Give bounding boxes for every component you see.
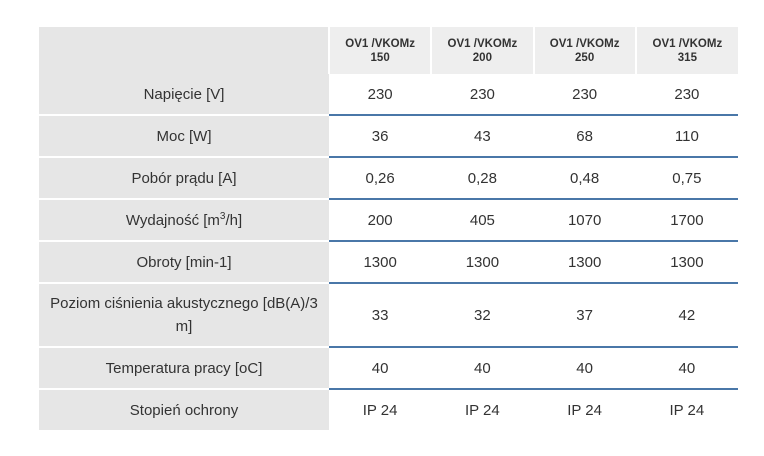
row-label: Temperatura pracy [oC] — [39, 347, 329, 390]
header-model-150: OV1 /VKOMz 150 — [329, 27, 433, 74]
table-cell: 230 — [533, 74, 636, 116]
table-cell: 1700 — [635, 199, 738, 242]
row-label: Obroty [min-1] — [39, 241, 329, 284]
spec-table: OV1 /VKOMz 150 OV1 /VKOMz 200 OV1 /VKOMz… — [39, 27, 738, 430]
table-cell: 0,75 — [635, 157, 738, 200]
table-cell: 230 — [329, 74, 432, 116]
table-cell: 37 — [533, 283, 636, 348]
table-cell: IP 24 — [567, 401, 602, 419]
table-row-airflow: Wydajność [m3/h] 200 405 1070 1700 — [39, 199, 738, 242]
header-corner — [39, 27, 330, 74]
table-row-protection: Stopień ochrony IP 24 IP 24 IP 24 IP 24 — [39, 389, 738, 430]
table-cell: 230 — [431, 74, 534, 116]
row-label-text: Wydajność [m — [125, 211, 220, 229]
header-line-2: 250 — [575, 51, 595, 64]
table-row-rpm: Obroty [min-1] 1300 1300 1300 1300 — [39, 241, 738, 284]
header-model-315: OV1 /VKOMz 315 — [635, 27, 738, 74]
table-cell: 33 — [329, 283, 432, 348]
table-cell: 1300 — [431, 241, 534, 284]
table-cell: IP 24 — [362, 401, 398, 419]
row-label: Poziom ciśnienia akustycznego [dB(A)/3 m… — [39, 283, 329, 348]
table-cell: 0,48 — [533, 157, 636, 200]
header-line-1: OV1 /VKOMz — [447, 37, 518, 50]
row-label: Napięcie [V] — [39, 74, 329, 116]
header-line-2: 315 — [677, 51, 697, 64]
table-cell: 43 — [431, 115, 534, 158]
row-label: Moc [W] — [39, 115, 329, 158]
header-line-1: OV1 /VKOMz — [345, 37, 415, 50]
table-cell: 1300 — [329, 241, 432, 284]
table-cell: 200 — [329, 199, 432, 242]
header-line-1: OV1 /VKOMz — [549, 37, 620, 50]
header-model-200: OV1 /VKOMz 200 — [431, 27, 535, 74]
table-cell: 1300 — [533, 241, 636, 284]
header-line-2: 200 — [472, 51, 492, 64]
row-label-text: /h] — [225, 211, 243, 229]
table-cell: 32 — [431, 283, 534, 348]
header-line-2: 150 — [370, 51, 390, 64]
header-model-250: OV1 /VKOMz 250 — [533, 27, 637, 74]
table-row-voltage: Napięcie [V] 230 230 230 230 — [39, 74, 738, 116]
table-cell: 40 — [431, 347, 534, 390]
table-cell: 40 — [635, 347, 738, 390]
table-cell: IP 24 — [669, 401, 705, 419]
row-label-superscript: 3 — [219, 210, 226, 222]
table-cell: IP 24 — [464, 401, 500, 419]
table-row-temperature: Temperatura pracy [oC] 40 40 40 40 — [39, 347, 738, 390]
table-cell: 1070 — [533, 199, 636, 242]
header-row: OV1 /VKOMz 150 OV1 /VKOMz 200 OV1 /VKOMz… — [39, 27, 738, 74]
row-label: Wydajność [m3/h] — [39, 199, 329, 242]
table-cell: 1300 — [635, 241, 738, 284]
table-cell: 42 — [635, 283, 738, 348]
table-row-current: Pobór prądu [A] 0,26 0,28 0,48 0,75 — [39, 157, 738, 200]
table-cell: 36 — [329, 115, 432, 158]
table-row-power: Moc [W] 36 43 68 110 — [39, 115, 738, 158]
table-cell: 0,26 — [329, 157, 432, 200]
header-line-1: OV1 /VKOMz — [652, 37, 723, 50]
table-cell: 405 — [431, 199, 534, 242]
table-cell: 40 — [329, 347, 432, 390]
table-cell: 68 — [533, 115, 636, 158]
table-cell: 40 — [533, 347, 636, 390]
table-cell: 110 — [635, 115, 738, 158]
table-cell: 230 — [635, 74, 738, 116]
table-row-noise: Poziom ciśnienia akustycznego [dB(A)/3 m… — [39, 283, 738, 348]
row-label: Stopień ochrony — [39, 389, 329, 430]
row-label: Pobór prądu [A] — [39, 157, 329, 200]
table-cell: 0,28 — [431, 157, 534, 200]
